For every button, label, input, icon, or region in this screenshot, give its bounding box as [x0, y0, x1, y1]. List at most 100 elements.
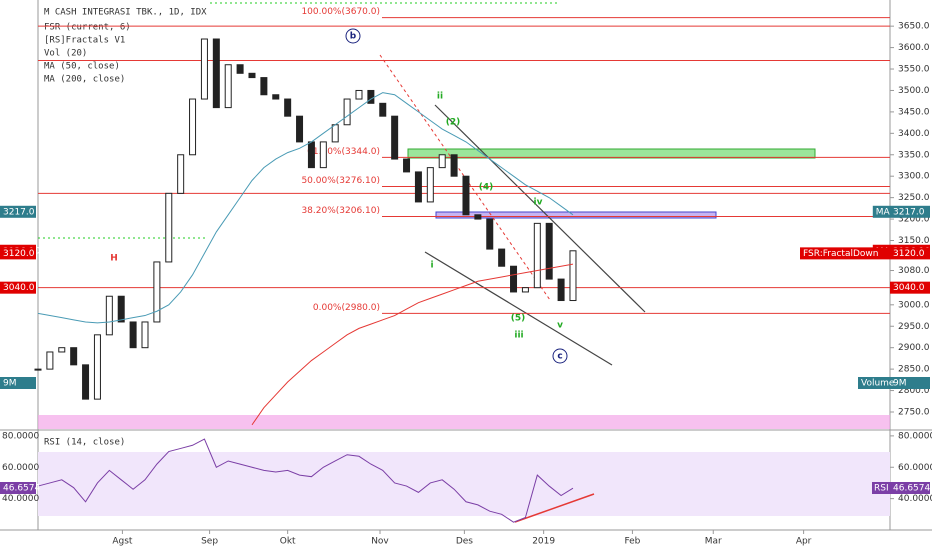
y-tick-label: 3400.0 [898, 129, 930, 139]
x-tick-label: Mar [705, 537, 722, 547]
wave-label: ii [437, 92, 443, 102]
x-tick-label: Des [456, 537, 473, 547]
y-tick-label: 2800.0 [898, 386, 930, 396]
candle [236, 64, 244, 74]
price-tag [0, 482, 36, 494]
candle [117, 295, 125, 323]
wave-label: v [557, 321, 563, 331]
candle [414, 171, 422, 203]
channel-lower [424, 251, 613, 366]
candle [462, 175, 470, 216]
price-tag-label: 46.6574 [893, 484, 930, 494]
candle [46, 351, 54, 370]
price-tag-label: 46.6574 [3, 484, 40, 494]
x-tick-label: Feb [624, 537, 640, 547]
tag-name-box [872, 205, 890, 218]
candle [272, 94, 280, 100]
y-tick-label: 3200.0 [898, 215, 930, 225]
candle [284, 98, 292, 117]
volume-band [38, 415, 890, 429]
candle [355, 89, 363, 100]
ma50-line [37, 92, 574, 324]
price-tag-label: 3120.0 [3, 249, 35, 259]
wave-circle [345, 28, 361, 44]
candle [319, 141, 327, 169]
price-tag-label: 3217.0 [893, 207, 925, 217]
price-tag [0, 247, 36, 260]
candle [105, 295, 113, 336]
y-tick-label: 2850.0 [898, 365, 930, 375]
zone-purple [435, 211, 717, 219]
fib-label: 100.00%(3670.0) [301, 7, 380, 17]
candle [474, 214, 482, 220]
candle [189, 98, 197, 156]
tag-name: RSI [874, 484, 889, 494]
rsi-tick-label: 60.0000 [2, 463, 39, 473]
price-tag [890, 205, 930, 218]
wave-label: iv [534, 198, 543, 208]
fib-label: 0.00%(2980.0) [313, 303, 380, 313]
x-tick-label: Sep [201, 537, 218, 547]
candle [343, 98, 351, 126]
candle [129, 321, 137, 349]
candle [403, 158, 411, 173]
rsi-title: RSI (14, close) [44, 438, 125, 448]
candle [177, 154, 185, 194]
y-tick-label: 3650.0 [898, 22, 930, 32]
candle [498, 248, 506, 267]
x-tick-label: Nov [371, 537, 389, 547]
y-tick-label: 3550.0 [898, 65, 930, 75]
candle [367, 89, 375, 104]
x-tick-label: 2019 [532, 537, 555, 547]
candle [200, 38, 208, 100]
price-tag [0, 281, 36, 294]
price-tag-label: 9M [3, 379, 17, 389]
y-tick-label: 3450.0 [898, 107, 930, 117]
candle [93, 334, 101, 400]
price-tag [890, 377, 930, 389]
candle [70, 347, 78, 366]
wave-label: H [110, 254, 118, 264]
channel-upper [434, 104, 646, 313]
price-tag-label: 9M [893, 379, 907, 389]
price-tag-label: 3217.0 [3, 207, 35, 217]
y-tick-label: 3150.0 [898, 236, 930, 246]
candle [307, 141, 315, 169]
candle [450, 154, 458, 177]
fib-label: 61.80%(3344.0) [307, 147, 380, 157]
price-tag [0, 377, 36, 389]
wave-label: (2) [446, 118, 461, 128]
wave-label: (4) [479, 183, 494, 193]
candle [533, 222, 541, 289]
rsi-divergence [514, 493, 595, 523]
candle [557, 278, 565, 302]
price-tag-label: 3040.0 [893, 283, 925, 293]
y-tick-label: 3080.0 [898, 266, 930, 276]
candle [391, 115, 399, 160]
y-tick-label: 2750.0 [898, 407, 930, 417]
price-tag [0, 205, 36, 218]
fib-label: 38.20%(3206.10) [301, 206, 380, 216]
rsi-tick-label: 40.0000 [2, 494, 39, 504]
candle [248, 72, 256, 79]
x-tick-label: Agst [112, 537, 133, 547]
tag-name-box [800, 247, 890, 260]
wave-label: c [557, 352, 562, 362]
x-tick-label: Okt [280, 537, 296, 547]
candle [510, 265, 518, 293]
rsi-tick-label: 80.0000 [2, 431, 39, 441]
tag-name: FSR:FractalDown [803, 249, 878, 259]
price-tag-label: 3040.0 [3, 283, 35, 293]
candle [379, 102, 387, 117]
rsi-line [37, 438, 574, 523]
price-tag [890, 482, 930, 494]
rsi-tick-label: 40.0000 [898, 494, 932, 504]
candle [426, 167, 434, 203]
candle [486, 218, 494, 250]
x-tick-label: Apr [796, 537, 812, 547]
candle [260, 77, 268, 96]
indicator: MA (200, close) [44, 75, 125, 85]
y-tick-label: 3600.0 [898, 43, 930, 53]
y-tick-label: 3250.0 [898, 193, 930, 203]
